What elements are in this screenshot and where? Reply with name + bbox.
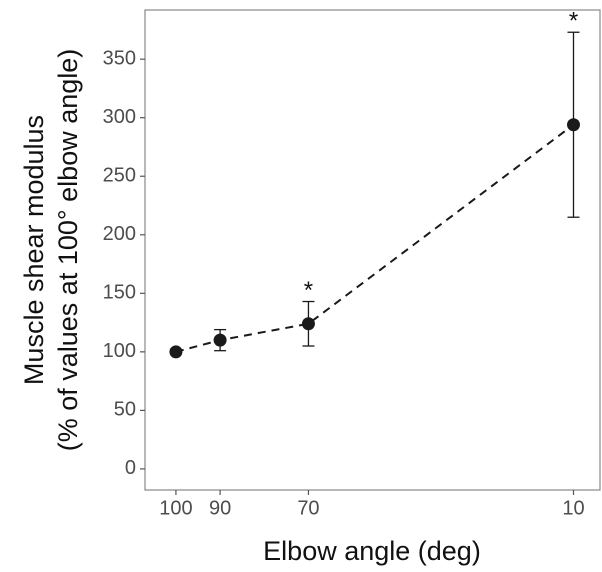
- y-tick-label: 200: [103, 223, 136, 245]
- data-point: [566, 118, 580, 132]
- x-tick-label: 100: [159, 497, 192, 519]
- x-tick-label: 10: [562, 497, 584, 519]
- y-tick-label: 300: [103, 106, 136, 128]
- y-tick-label: 0: [125, 457, 136, 479]
- y-tick-label: 50: [114, 399, 136, 421]
- data-point: [213, 333, 227, 347]
- y-tick-label: 350: [103, 47, 136, 69]
- data-point: [301, 317, 315, 331]
- y-tick-label: 250: [103, 165, 136, 187]
- significance-marker: *: [304, 277, 313, 304]
- x-axis-title: Elbow angle (deg): [263, 536, 481, 566]
- y-axis-title: (% of values at 100° elbow angle): [53, 49, 83, 452]
- data-line: [175, 123, 575, 353]
- data-point: [169, 345, 183, 359]
- y-tick-label: 100: [103, 340, 136, 362]
- x-tick-label: 90: [209, 497, 231, 519]
- y-tick-label: 150: [103, 282, 136, 304]
- significance-marker: *: [569, 8, 578, 35]
- y-axis-title: Muscle shear modulus: [19, 115, 49, 385]
- plot-frame: [144, 9, 601, 491]
- x-tick-label: 70: [297, 497, 319, 519]
